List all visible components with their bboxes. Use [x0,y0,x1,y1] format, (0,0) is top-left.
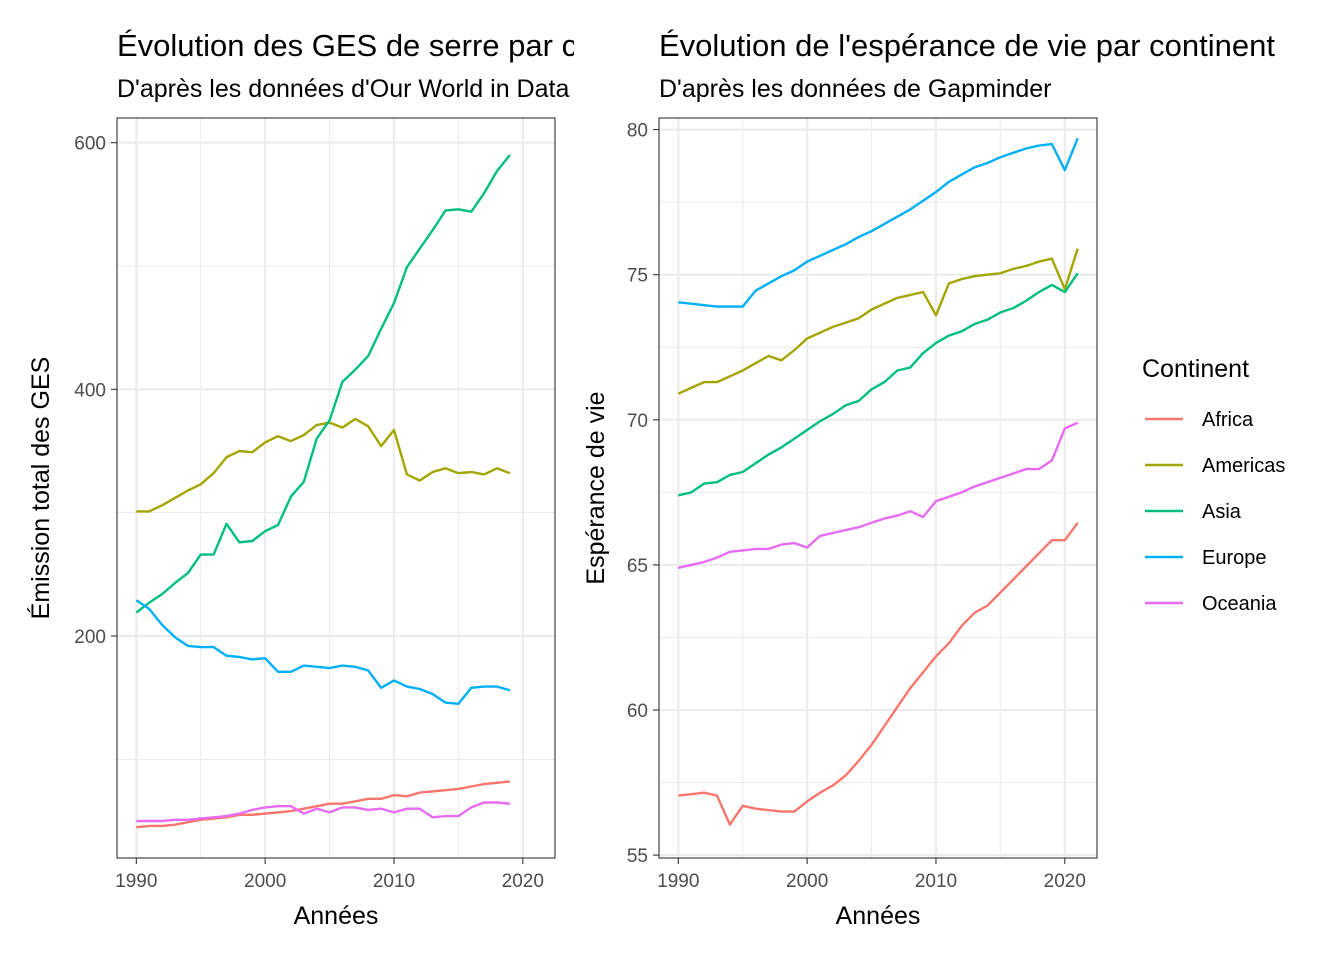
right-series-line-europe [678,137,1079,308]
right-y-tick-label: 70 [627,411,648,432]
left-panel-background [117,118,555,858]
left-x-axis-title: Années [294,902,379,930]
legend-label-africa: Africa [1202,409,1254,431]
right-x-tick-label: 2010 [915,871,957,892]
right-panel-border [658,117,1098,859]
legend-label-americas: Americas [1202,455,1285,477]
right-y-tick-label: 75 [627,266,648,287]
legend-label-oceania: Oceania [1202,593,1277,615]
left-x-tick-label: 2010 [373,871,415,892]
right-y-tick-label: 65 [627,556,648,577]
left-chart: Évolution des GES de serre par continent… [26,28,688,930]
left-series-line-asia [135,154,511,614]
left-series-line-oceania [136,801,511,823]
legend-items: Africa Americas Asia Europe Oceania [1145,409,1285,615]
right-x-tick-label: 2020 [1044,871,1086,892]
left-panel-border [116,117,556,859]
right-y-tick-label: 80 [627,121,648,142]
legend-label-asia: Asia [1202,501,1242,523]
right-series-line-asia [678,272,1079,497]
left-grid [117,118,555,858]
left-y-tick-label: 600 [74,134,106,155]
left-x-tick-label: 2000 [244,871,286,892]
legend-title: Continent [1142,355,1249,383]
left-y-tick-label: 200 [74,627,106,648]
left-chart-title: Évolution des GES de serre par continent [117,28,688,63]
left-series-line-africa [136,780,511,829]
left-y-tick-label: 400 [74,380,106,401]
legend-label-europe: Europe [1202,547,1267,569]
right-chart-subtitle: D'après les données de Gapminder [659,75,1052,103]
right-x-axis-title: Années [836,902,921,930]
left-x-tick-label: 1990 [115,871,157,892]
right-y-tick-label: 60 [627,701,648,722]
right-y-tick-label: 55 [627,846,648,867]
right-grid [659,118,1097,858]
right-series-line-africa [678,522,1079,826]
left-series-line-europe [135,599,511,705]
right-axes: 1990 2000 2010 2020 55 60 65 70 75 80 [627,121,1086,892]
right-series-line-americas [677,248,1079,395]
right-x-tick-label: 1990 [657,871,699,892]
left-y-axis-title: Émission total des GES [26,357,55,620]
legend: Continent Africa Americas Asia Europe Oceani… [1142,355,1285,615]
left-axes: 1990 2000 2010 2020 200 400 600 [74,134,544,892]
right-series-lines [677,137,1079,826]
right-series-line-oceania [678,421,1079,569]
left-series-line-americas [136,417,511,513]
left-x-tick-label: 2020 [502,871,544,892]
left-chart-subtitle: D'après les données d'Our World in Data [117,75,569,103]
left-series-lines [135,154,511,829]
right-x-tick-label: 2000 [786,871,828,892]
right-panel-background [659,118,1097,858]
right-chart-title: Évolution de l'espérance de vie par cont… [659,28,1275,63]
right-chart: Évolution de l'espérance de vie par cont… [582,28,1275,930]
right-y-axis-title: Espérance de vie [582,391,610,584]
